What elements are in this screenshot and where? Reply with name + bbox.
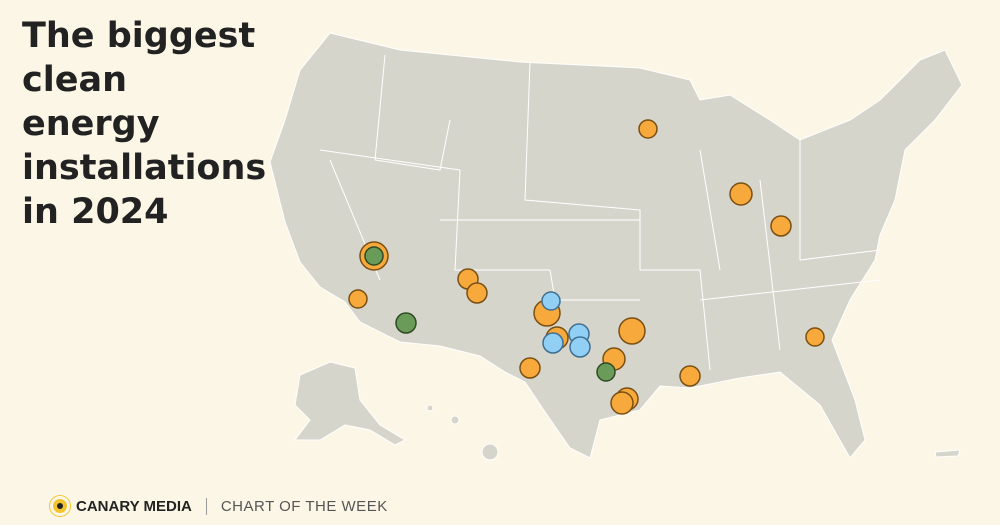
logo bbox=[50, 496, 70, 516]
contiguous-us bbox=[269, 32, 963, 459]
installation-marker bbox=[519, 357, 541, 379]
title-line: in 2024 bbox=[22, 192, 169, 232]
puerto-rico bbox=[934, 449, 961, 458]
installation-marker bbox=[729, 182, 753, 206]
brand: CANARY MEDIA bbox=[76, 497, 192, 515]
footer: CANARY MEDIA CHART OF THE WEEK bbox=[50, 496, 388, 516]
installation-marker bbox=[805, 327, 825, 347]
title-line: energy bbox=[22, 104, 160, 144]
hawaii bbox=[481, 443, 499, 461]
installation-marker bbox=[364, 246, 384, 266]
installation-marker bbox=[610, 391, 634, 415]
title: The biggest clean energy installations in 20… bbox=[22, 14, 266, 234]
installation-marker bbox=[541, 291, 561, 311]
installation-marker bbox=[466, 282, 488, 304]
installation-marker bbox=[542, 332, 564, 354]
installation-marker bbox=[638, 119, 658, 139]
installation-marker bbox=[569, 336, 591, 358]
hawaii bbox=[426, 404, 434, 412]
title-line: clean bbox=[22, 60, 128, 100]
installation-marker bbox=[596, 362, 616, 382]
alaska bbox=[294, 361, 407, 446]
hawaii bbox=[450, 415, 460, 425]
installation-marker bbox=[618, 317, 646, 345]
section-label: CHART OF THE WEEK bbox=[205, 497, 388, 515]
installation-marker bbox=[395, 312, 417, 334]
installation-marker bbox=[348, 289, 368, 309]
title-line: The biggest bbox=[22, 16, 256, 56]
installation-marker bbox=[770, 215, 792, 237]
installation-marker bbox=[679, 365, 701, 387]
us-map bbox=[269, 32, 963, 461]
title-line: installations bbox=[22, 148, 267, 188]
